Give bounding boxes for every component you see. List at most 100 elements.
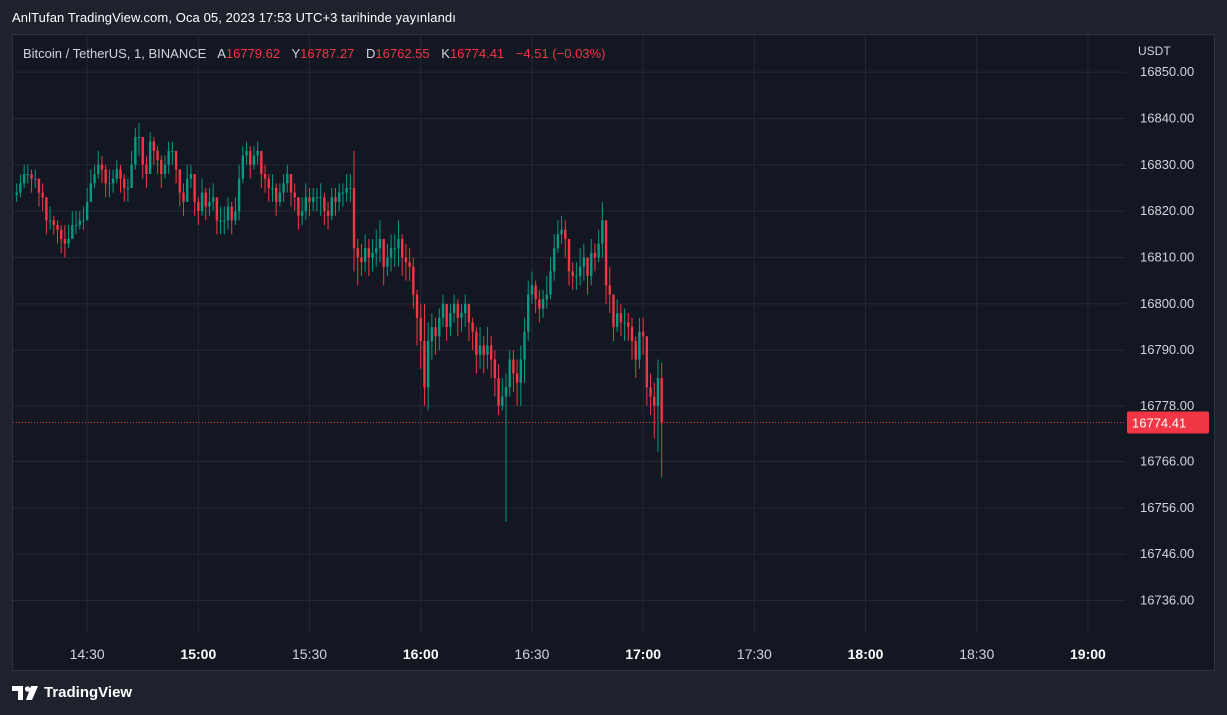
candle — [337, 183, 341, 212]
candle — [386, 243, 389, 277]
candle-body — [286, 174, 289, 184]
candle-body — [597, 243, 600, 258]
candle-body — [308, 197, 311, 202]
candle — [575, 262, 578, 290]
candle — [241, 146, 245, 184]
candle — [115, 160, 118, 184]
price-axis[interactable]: USDT 16850.00 16840.00 16830.00 16820.00 168… — [1138, 44, 1194, 608]
candle — [527, 280, 530, 341]
candle-body — [293, 192, 296, 198]
candle — [653, 382, 656, 439]
legend-low-label: D — [366, 46, 376, 61]
candle-body — [478, 345, 482, 355]
candle-body — [386, 257, 389, 267]
candle-body — [367, 248, 371, 258]
chart-frame[interactable]: USDT 16850.00 16840.00 16830.00 16820.00 168… — [12, 34, 1215, 671]
candle-body — [48, 220, 52, 222]
tradingview-logo-icon — [12, 685, 38, 700]
time-axis[interactable]: 14:30 15:00 15:30 16:00 16:30 17:00 17:30 18:00… — [70, 646, 1106, 662]
candle — [215, 197, 219, 235]
candle-body — [89, 183, 93, 202]
candle — [223, 206, 226, 235]
candle-body — [567, 238, 571, 272]
candle-body — [393, 248, 396, 250]
candle — [274, 183, 278, 216]
price-tick-label: 16800.00 — [1140, 296, 1194, 311]
candlestick-chart[interactable]: USDT 16850.00 16840.00 16830.00 16820.00 168… — [13, 35, 1214, 670]
candle-body — [189, 174, 193, 179]
candle-body — [171, 150, 174, 152]
candle — [515, 359, 519, 406]
candle-body — [371, 252, 374, 258]
candle-body — [471, 322, 474, 332]
candle — [237, 164, 241, 221]
candle-body — [174, 150, 178, 170]
candle-body — [623, 322, 626, 324]
candle — [586, 257, 589, 295]
candle — [282, 174, 285, 202]
candle-body — [282, 183, 285, 193]
candle-body — [545, 294, 548, 300]
candle — [260, 150, 263, 188]
candle — [330, 187, 333, 221]
candle-body — [178, 169, 181, 193]
candle — [356, 238, 359, 286]
candle-body — [41, 192, 44, 198]
candle-body — [256, 150, 259, 156]
candle-body — [52, 220, 55, 226]
candle-body — [315, 197, 319, 199]
candle — [289, 174, 293, 207]
candle-body — [56, 225, 59, 230]
candle — [312, 187, 315, 212]
candle-body — [271, 187, 274, 189]
candle — [174, 150, 178, 184]
candle-body — [356, 248, 359, 258]
candle — [67, 225, 70, 249]
candle — [267, 174, 270, 202]
candle-body — [186, 178, 189, 202]
candle — [393, 234, 396, 267]
candle — [193, 174, 196, 216]
candle-body — [404, 257, 408, 263]
candle-body — [208, 201, 211, 207]
price-tick-label: 16766.00 — [1140, 453, 1194, 468]
candle — [597, 229, 600, 263]
candle-body — [552, 248, 556, 272]
candle-body — [415, 294, 419, 318]
candle-body — [460, 313, 463, 318]
candle-body — [464, 303, 467, 314]
time-tick-label: 17:30 — [737, 646, 772, 662]
candle — [249, 146, 252, 179]
candle — [475, 327, 478, 374]
candle-body — [152, 141, 156, 151]
candle-body — [263, 174, 267, 179]
candle — [204, 187, 207, 221]
candle — [445, 303, 448, 341]
candle-body — [145, 164, 148, 175]
candle-body — [241, 155, 245, 179]
candle-body — [74, 225, 78, 227]
candle-body — [260, 150, 263, 175]
candle — [341, 183, 345, 207]
candle — [186, 164, 189, 202]
candle — [456, 299, 459, 337]
candle — [37, 178, 41, 207]
candle — [93, 164, 96, 188]
candle-body — [382, 238, 385, 267]
candle-body — [378, 238, 382, 249]
tradingview-brand[interactable]: TradingView — [12, 684, 132, 701]
candle — [15, 183, 18, 202]
candle — [478, 327, 482, 369]
candle — [578, 248, 582, 286]
candle-body — [527, 294, 530, 332]
candle-body — [137, 136, 141, 138]
legend-symbol[interactable]: Bitcoin / TetherUS, 1, BINANCE — [23, 46, 207, 61]
last-price-tag-bg — [1127, 411, 1209, 434]
candle-body — [653, 396, 656, 406]
candle-body — [426, 340, 430, 388]
candle-body — [645, 336, 649, 388]
candle — [460, 303, 463, 332]
candle — [52, 215, 55, 235]
candle-body — [401, 238, 404, 258]
candle — [419, 303, 422, 369]
